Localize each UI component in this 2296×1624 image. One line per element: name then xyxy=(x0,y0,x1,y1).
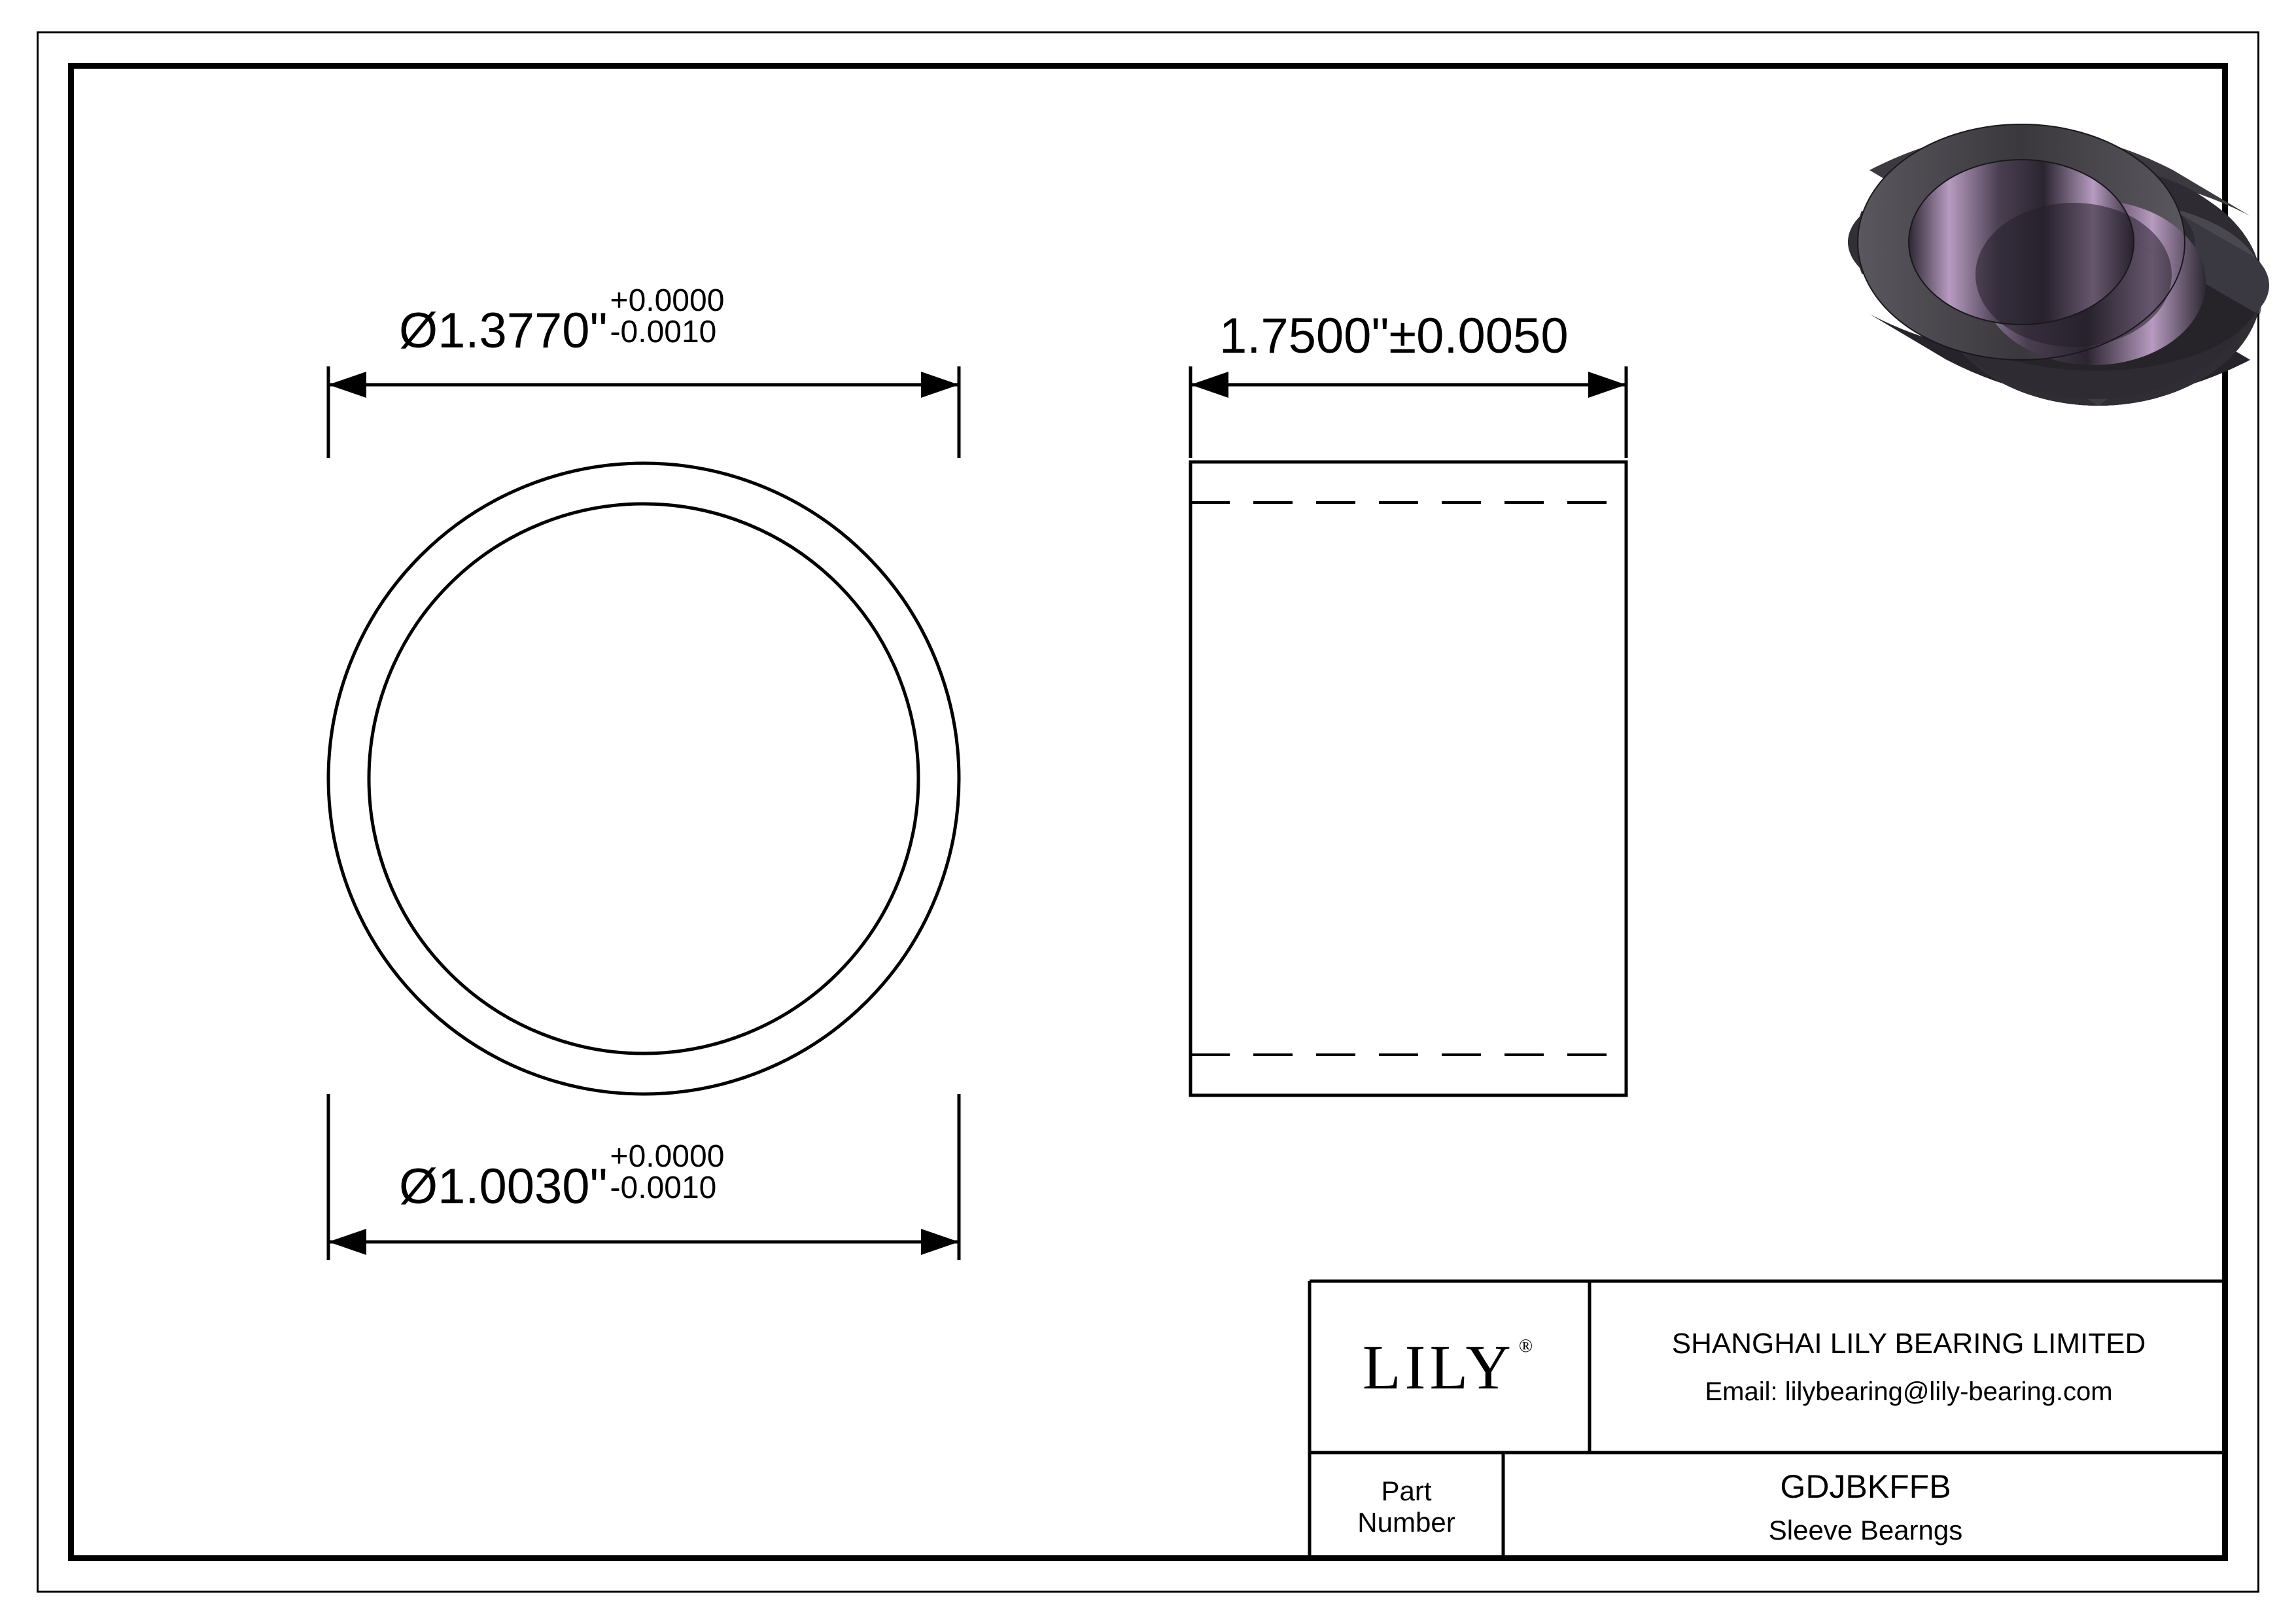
dim-length xyxy=(1191,366,1626,458)
front-view xyxy=(328,463,959,1094)
pn-label-line1: Part xyxy=(1381,1475,1431,1507)
dim-outer-diameter-text: Ø1.3770" +0.0000 -0.0010 xyxy=(399,291,724,359)
logo-registered-icon: ® xyxy=(1519,1336,1537,1356)
dim-inner-tol-lower: -0.0010 xyxy=(610,1173,725,1204)
titleblock-logo-cell: LILY® xyxy=(1310,1281,1590,1453)
company-email: Email: lilybearing@lily-bearing.com xyxy=(1705,1377,2112,1407)
part-number-value: GDJBKFFB xyxy=(1780,1468,1951,1506)
pn-label-line2: Number xyxy=(1357,1507,1455,1538)
dim-inner-tol-upper: +0.0000 xyxy=(610,1141,725,1173)
iso-render xyxy=(1848,124,2269,406)
titleblock-company-cell: SHANGHAI LILY BEARING LIMITED Email: lil… xyxy=(1590,1281,2228,1453)
dim-outer-tol-lower: -0.0010 xyxy=(610,317,725,348)
dim-outer-tol-upper: +0.0000 xyxy=(610,285,725,317)
company-name: SHANGHAI LILY BEARING LIMITED xyxy=(1672,1328,2146,1360)
logo-text: LILY xyxy=(1363,1332,1515,1402)
dim-inner-value: Ø1.0030" xyxy=(399,1159,608,1214)
side-view xyxy=(1191,462,1626,1095)
dim-length-text: 1.7500"±0.0050 xyxy=(1219,308,1569,364)
part-description: Sleeve Bearngs xyxy=(1769,1515,1963,1546)
dim-outer-diameter xyxy=(328,366,959,458)
dim-outer-value: Ø1.3770" xyxy=(399,303,608,359)
titleblock-pn-label-cell: Part Number xyxy=(1310,1453,1503,1561)
dim-inner-diameter-text: Ø1.0030" +0.0000 -0.0010 xyxy=(399,1146,724,1215)
titleblock-pn-value-cell: GDJBKFFB Sleeve Bearngs xyxy=(1503,1453,2228,1561)
dim-length-value: 1.7500"±0.0050 xyxy=(1219,308,1569,364)
